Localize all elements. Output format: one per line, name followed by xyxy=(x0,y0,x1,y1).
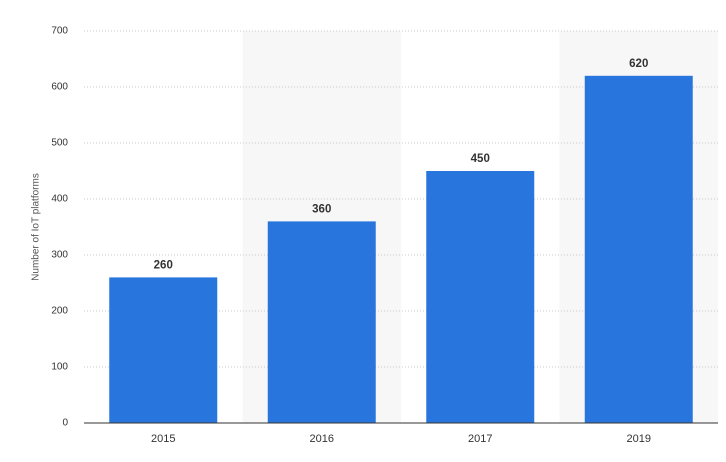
x-tick-label: 2017 xyxy=(468,433,492,445)
y-tick-label: 600 xyxy=(51,82,68,93)
value-label: 620 xyxy=(629,58,648,70)
y-tick-label: 0 xyxy=(62,418,68,429)
y-axis-label: Number of IoT platforms xyxy=(31,173,42,281)
x-tick-label: 2019 xyxy=(627,433,651,445)
y-tick-label: 300 xyxy=(51,250,68,261)
x-tick-label: 2015 xyxy=(151,433,175,445)
bar xyxy=(109,277,218,423)
y-tick-label: 700 xyxy=(51,26,68,37)
y-tick-label: 500 xyxy=(51,138,68,149)
y-tick-label: 200 xyxy=(51,306,68,317)
value-label: 260 xyxy=(154,259,173,271)
x-tick-label: 2016 xyxy=(310,433,334,445)
bar xyxy=(584,75,693,424)
y-tick-label: 400 xyxy=(51,194,68,205)
y-tick-label: 100 xyxy=(51,362,68,373)
value-label: 360 xyxy=(312,203,331,215)
value-label: 450 xyxy=(471,153,490,165)
bar xyxy=(426,171,535,423)
bar xyxy=(267,221,376,423)
